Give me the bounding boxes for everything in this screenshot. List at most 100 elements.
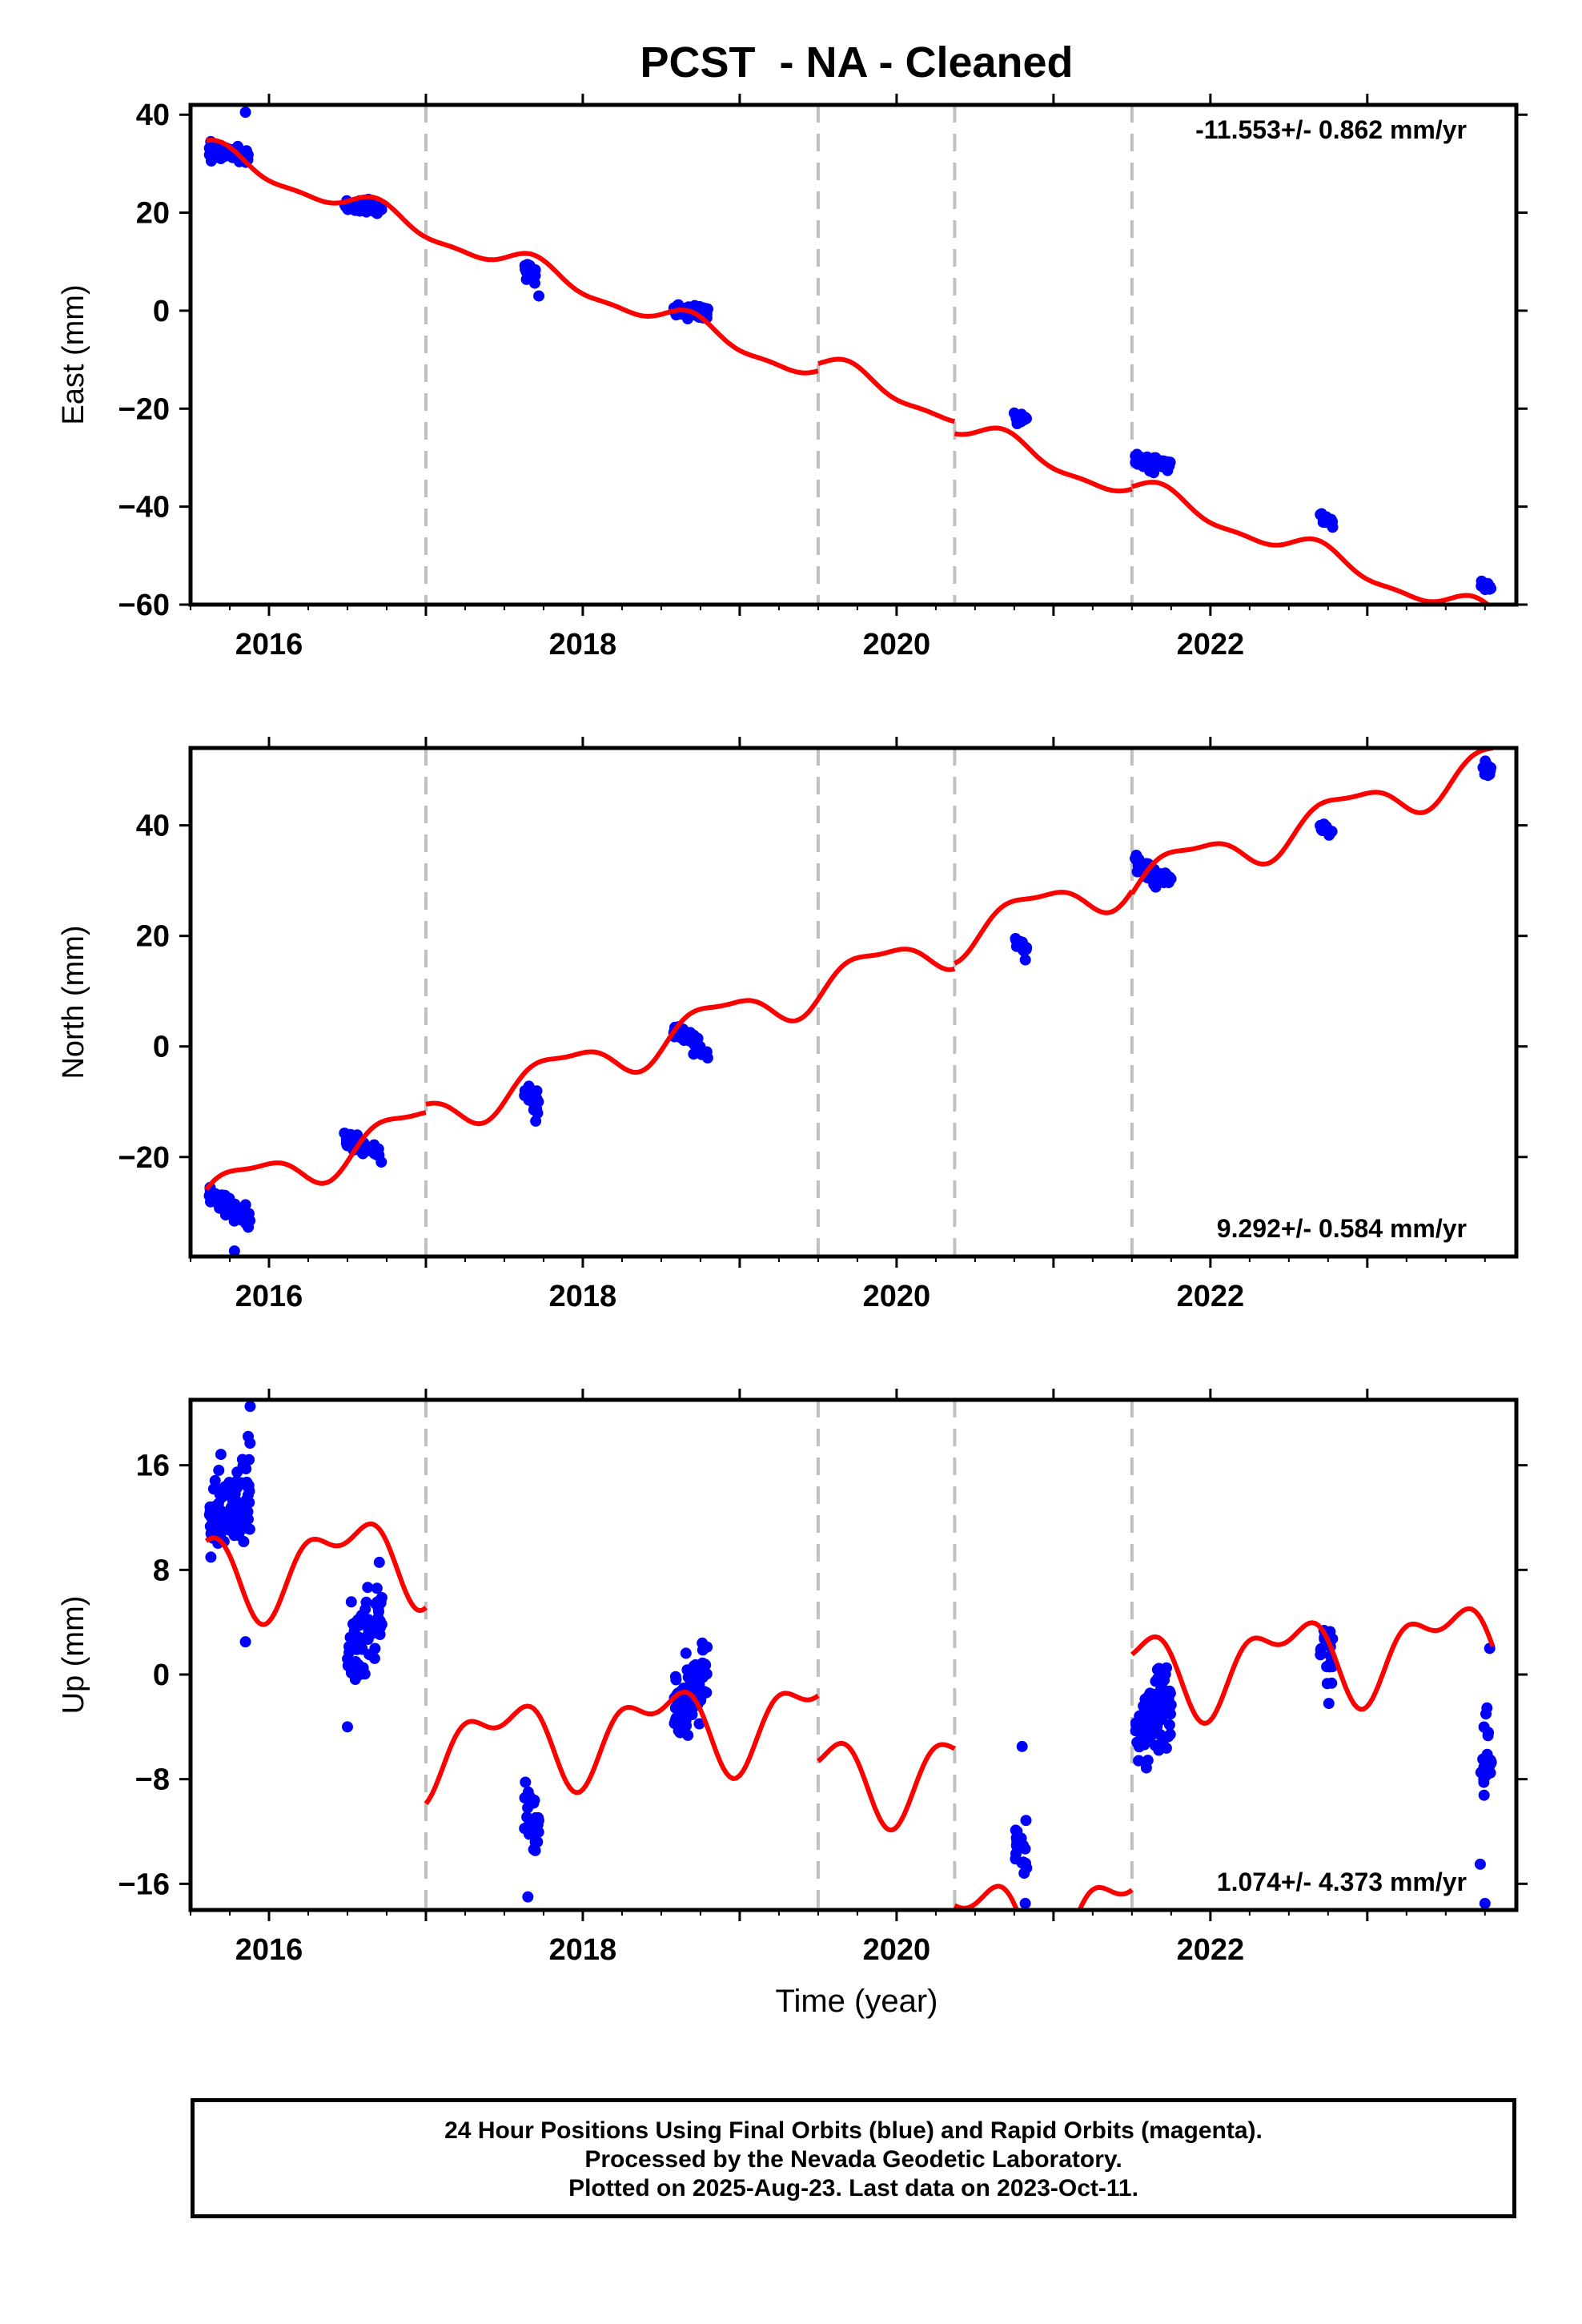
data-point	[357, 1610, 369, 1622]
y-tick-label: −16	[118, 1868, 170, 1901]
y-tick-label: 20	[136, 920, 170, 954]
data-point	[341, 1140, 353, 1152]
data-point	[1154, 1684, 1166, 1696]
y-tick-label: −60	[118, 589, 170, 622]
y-tick-label: 0	[153, 1659, 170, 1692]
data-point	[207, 1501, 219, 1513]
data-point	[373, 1606, 384, 1618]
data-point	[522, 1891, 534, 1903]
data-point	[209, 1474, 221, 1486]
data-point	[533, 290, 545, 302]
y-tick-label: 0	[153, 1031, 170, 1064]
data-point	[238, 1536, 250, 1547]
data-point	[1134, 1727, 1146, 1739]
data-point	[519, 1792, 531, 1803]
data-point	[235, 1506, 247, 1518]
footer-line-1: 24 Hour Positions Using Final Orbits (bl…	[444, 2117, 1263, 2144]
data-point	[359, 1668, 371, 1680]
data-point	[1318, 822, 1330, 834]
data-point	[1474, 1858, 1486, 1870]
x-tick-label: 2020	[863, 1933, 931, 1967]
data-point	[1477, 1753, 1489, 1765]
data-point	[691, 1681, 702, 1692]
data-point	[520, 1776, 532, 1788]
data-point	[375, 1618, 387, 1630]
data-point	[1482, 580, 1493, 591]
data-point	[350, 1657, 362, 1669]
data-points-north	[203, 755, 1497, 1256]
data-point	[205, 1551, 217, 1563]
data-point	[1164, 1728, 1176, 1740]
data-point	[224, 1514, 236, 1526]
data-point	[1020, 1815, 1032, 1827]
data-point	[1163, 1685, 1175, 1697]
model-curve-up	[204, 1521, 1496, 1910]
x-tick-label: 2018	[549, 1280, 617, 1313]
plot-frame	[188, 103, 1519, 607]
chart-title: PCST - NA - Cleaned	[640, 38, 1073, 86]
y-tick-label: −20	[118, 392, 170, 426]
data-point	[1141, 1716, 1153, 1728]
data-point	[350, 1630, 362, 1642]
x-tick-label: 2016	[235, 1933, 303, 1967]
panel-up: 16 8 0 −8 −16 2016 2018 2020 2022 Up (mm) 1.074+/-…	[57, 1389, 1528, 1967]
data-point	[230, 1494, 242, 1506]
data-point	[1019, 1897, 1031, 1909]
data-point	[228, 1245, 240, 1256]
footer-line-3: Plotted on 2025-Aug-23. Last data on 202…	[568, 2175, 1138, 2201]
data-point	[1326, 1677, 1338, 1689]
data-point	[684, 1029, 696, 1041]
x-tick-label: 2022	[1177, 1933, 1245, 1967]
data-point	[527, 1822, 539, 1834]
data-point	[239, 107, 251, 119]
data-point	[1010, 934, 1022, 946]
data-point	[349, 1674, 361, 1685]
y-axis-label: Up (mm)	[57, 1596, 90, 1715]
rate-annotation: 1.074+/- 4.373 mm/yr	[1217, 1868, 1467, 1896]
data-point	[1018, 1868, 1030, 1880]
panel-north: 40 20 0 −20 2016 2018 2020 2022 North (mm) 9.292+…	[57, 737, 1528, 1313]
data-point	[215, 1523, 227, 1535]
model-curve-east	[206, 138, 1492, 605]
data-point	[242, 1489, 254, 1501]
x-axis-label: Time (year)	[776, 1984, 938, 2019]
data-point	[1016, 1857, 1028, 1869]
data-point	[532, 1836, 544, 1848]
y-axis-label: East (mm)	[57, 284, 90, 424]
y-tick-label: −40	[118, 491, 170, 525]
data-point	[685, 1705, 697, 1717]
data-point	[1130, 450, 1142, 462]
data-point	[1480, 1708, 1492, 1720]
data-point	[375, 1156, 387, 1168]
data-point	[215, 1449, 227, 1461]
footer-box: 24 Hour Positions Using Final Orbits (bl…	[191, 2098, 1516, 2218]
data-point	[207, 1483, 219, 1495]
data-point	[1479, 1897, 1491, 1909]
data-point	[1475, 1767, 1487, 1779]
panel-east: 40 20 0 −20 −40 −60 2016 2018 2020 2022 East (mm) -…	[57, 94, 1528, 661]
data-point	[369, 1642, 381, 1655]
x-tick-label: 2022	[1177, 1280, 1245, 1313]
data-point	[345, 1596, 357, 1608]
data-point	[693, 1718, 705, 1730]
data-point	[1161, 1703, 1173, 1715]
x-tick-label: 2018	[549, 1933, 617, 1967]
data-point	[239, 1459, 251, 1471]
data-point	[697, 1668, 709, 1680]
x-tick-label: 2020	[863, 1280, 931, 1313]
data-point	[219, 1209, 231, 1221]
data-point	[1133, 1755, 1145, 1767]
data-point	[366, 1140, 378, 1152]
data-point	[697, 1644, 709, 1656]
data-point	[677, 1716, 689, 1728]
data-point	[1010, 1824, 1022, 1836]
data-point	[371, 1582, 383, 1594]
y-tick-label: 8	[153, 1554, 170, 1587]
data-points-east	[203, 107, 1497, 596]
data-point	[374, 1594, 386, 1606]
data-point	[1484, 1767, 1496, 1779]
data-point	[524, 271, 535, 283]
data-point	[1142, 1691, 1154, 1703]
data-point	[1149, 1739, 1161, 1751]
y-tick-label: 20	[136, 197, 170, 231]
